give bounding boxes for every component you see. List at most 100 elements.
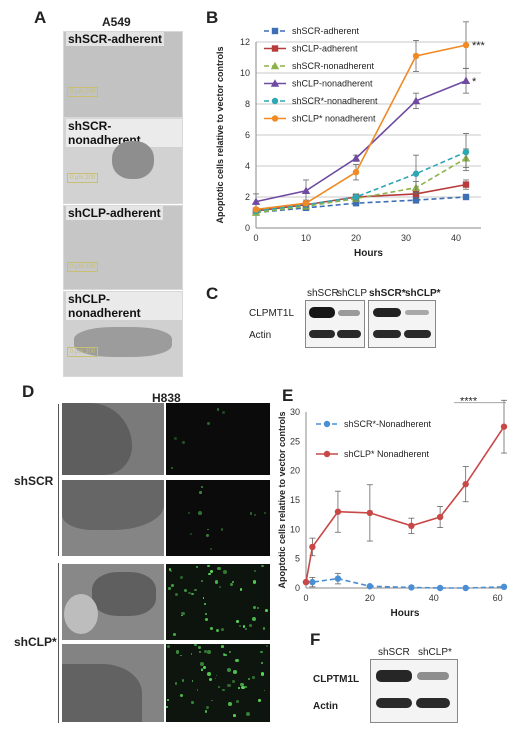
blot-c-right — [368, 300, 436, 348]
fluorescent-cell — [238, 687, 241, 689]
legend-label: shCLP-nonadherent — [292, 79, 373, 89]
fluorescent-cell — [240, 685, 245, 690]
legend-label: shSCR-adherent — [292, 26, 360, 36]
data-point — [436, 584, 444, 592]
fluorescent-cell — [238, 624, 241, 627]
fluorescent-cell — [201, 580, 204, 583]
fluorescent-cell — [226, 668, 231, 673]
legend-label: shCLP* nonadherent — [292, 114, 376, 124]
fluorescent-cell — [253, 569, 256, 572]
legend-marker — [271, 97, 279, 105]
legend-label: shSCR*-Nonadherent — [344, 419, 432, 429]
fluorescent-cell — [220, 645, 224, 648]
micrograph-label: shSCR-adherent — [66, 32, 165, 46]
micrograph-label: shCLP-adherent — [66, 206, 163, 220]
fluorescent-cell — [239, 588, 243, 591]
fluorescent-cell — [205, 613, 208, 616]
y-tick-label: 10 — [290, 524, 300, 534]
y-tick-label: 8 — [245, 99, 250, 109]
legend-marker — [271, 115, 279, 122]
significance-marker: * — [472, 76, 477, 88]
fluorescent-cell — [261, 564, 264, 567]
fluorescent-cell — [263, 689, 266, 692]
significance-marker: *** — [472, 40, 486, 52]
fluorescent-cell — [251, 617, 256, 622]
fluorescent-cell — [191, 680, 194, 683]
fluorescent-cell — [222, 570, 227, 574]
data-point — [309, 543, 316, 551]
fluorescent-cell — [179, 575, 184, 580]
fluorescent-cell — [240, 682, 244, 687]
legend-marker — [323, 450, 331, 458]
micrograph-label: shCLP-nonadherent — [66, 292, 182, 320]
fluorescent-cell — [222, 653, 226, 656]
fluorescent-cell — [260, 661, 263, 664]
fluorescent-cell — [166, 645, 170, 649]
data-point — [408, 584, 415, 591]
scale-bar: 0 μm 200 — [67, 262, 99, 272]
data-point — [436, 513, 444, 521]
fluorescent-cell — [254, 513, 257, 516]
brightfield-image-4 — [62, 644, 164, 722]
fluorescent-cell — [175, 682, 178, 685]
y-tick-label: 4 — [245, 161, 250, 171]
y-tick-label: 5 — [295, 554, 300, 564]
fluorescent-cell — [256, 606, 259, 610]
fluorescent-cell — [262, 627, 266, 630]
band — [373, 330, 401, 338]
fluorescent-cell — [188, 512, 191, 514]
y-tick-label: 6 — [245, 130, 250, 140]
y-axis-title: Apoptotic cells relative to vector contr… — [215, 46, 225, 223]
x-tick-label: 60 — [493, 593, 503, 603]
scale-bar: 0 μm 200 — [67, 173, 99, 183]
fluorescent-cell — [198, 651, 201, 654]
panel-f-letter: F — [310, 630, 321, 649]
legend-label: shCLP-adherent — [292, 44, 358, 54]
fluorescent-cell — [253, 605, 256, 609]
fluorescent-cell — [170, 466, 173, 469]
fluorescent-cell — [214, 677, 217, 680]
fluorescent-cell — [180, 693, 184, 697]
fluorescent-cell — [207, 564, 211, 568]
fluorescent-cell — [211, 699, 213, 702]
data-point — [302, 200, 310, 207]
data-point — [309, 578, 316, 586]
fluorescent-cell — [235, 700, 239, 703]
fluorescent-cell — [171, 583, 174, 587]
panel-d-title: H838 — [152, 391, 181, 405]
fluorescent-cell — [252, 580, 256, 584]
fluorescent-cell — [248, 624, 252, 628]
y-tick-label: 0 — [295, 583, 300, 593]
band — [376, 698, 412, 708]
blot-c-lane-2: shCLP — [337, 288, 368, 299]
fluorescent-cell — [200, 662, 205, 666]
y-tick-label: 25 — [290, 436, 300, 446]
cell-cluster — [74, 327, 172, 357]
fluorescent-cell — [252, 676, 255, 679]
x-axis-title: Hours — [354, 248, 383, 259]
significance-marker: **** — [460, 396, 478, 408]
fluorescent-cell — [180, 654, 183, 657]
data-point — [334, 508, 342, 515]
fluorescent-cell — [260, 672, 265, 676]
fluorescent-cell — [191, 592, 194, 596]
blot-f-lane-1: shSCR — [378, 647, 410, 658]
data-point — [412, 196, 420, 204]
fluorescent-cell — [193, 588, 197, 592]
band — [417, 672, 449, 680]
fluorescent-cell — [222, 688, 225, 691]
legend-label: shSCR*-nonadherent — [292, 96, 378, 106]
x-tick-label: 0 — [303, 593, 308, 603]
y-tick-label: 10 — [240, 68, 250, 78]
band — [404, 330, 431, 338]
data-point — [352, 169, 360, 176]
x-tick-label: 20 — [351, 233, 361, 243]
data-point — [251, 197, 261, 205]
fluorescent-cell — [205, 617, 209, 621]
data-point — [366, 509, 374, 517]
fluorescent-cell — [210, 627, 214, 630]
fluorescent-cell — [221, 410, 225, 414]
fluorescent-cell — [181, 440, 185, 445]
fluorescent-cell — [174, 592, 178, 596]
fluorescent-cell — [258, 699, 261, 702]
